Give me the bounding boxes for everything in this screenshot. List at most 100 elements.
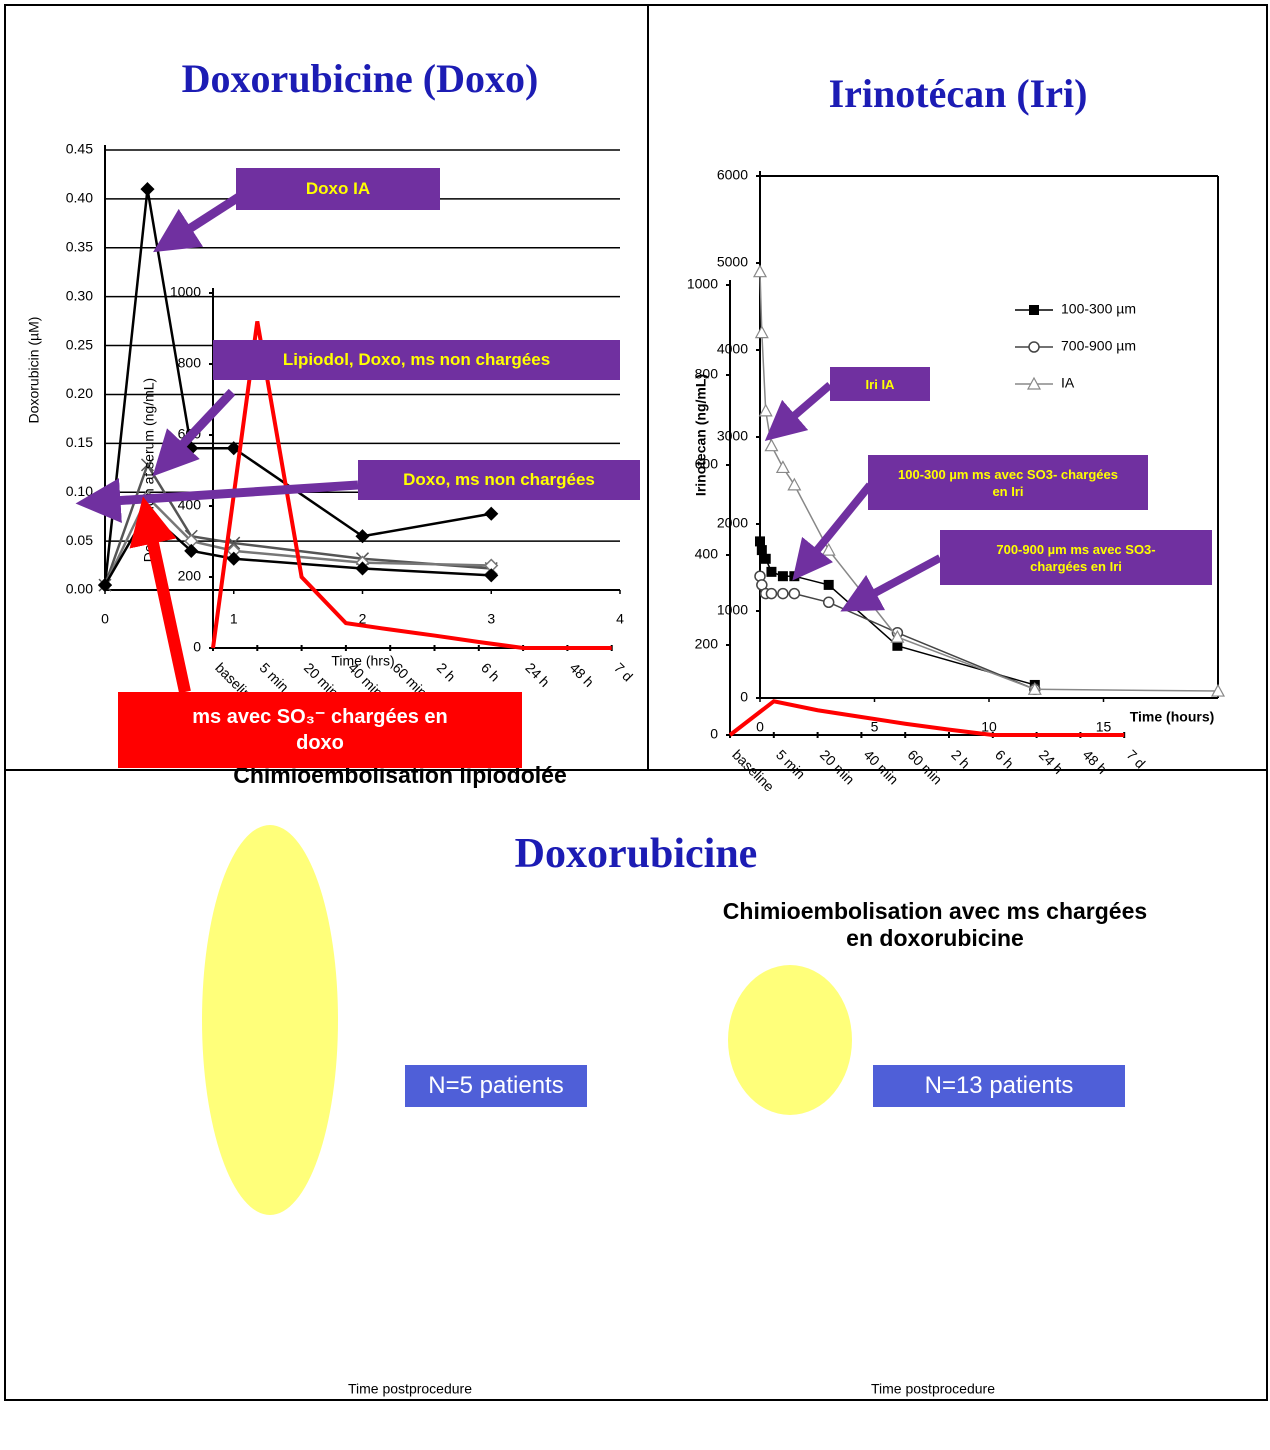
- x-tick-label: 5 min: [773, 746, 809, 782]
- x-tick-label: 6 h: [478, 659, 503, 684]
- y-tick-label: 1000: [717, 602, 748, 618]
- data-point: [755, 536, 765, 546]
- x-tick-label: 60 min: [904, 746, 945, 787]
- annotation: Doxo, ms non chargées: [358, 460, 640, 500]
- data-point: [141, 183, 153, 195]
- x-tick-label: 20 min: [817, 746, 858, 787]
- y-tick-label: 0.05: [66, 532, 93, 548]
- y-tick-label: 0.40: [66, 190, 93, 206]
- y-axis-label: Irinotecan (ng/mL): [693, 374, 709, 496]
- y-tick-label: 0: [710, 726, 718, 742]
- legend-marker: [1029, 305, 1039, 315]
- x-axis-label: Time (hours): [1130, 709, 1215, 725]
- data-point: [228, 553, 240, 565]
- legend-label: 100-300 µm: [1061, 301, 1136, 317]
- y-tick-label: 0.25: [66, 336, 93, 352]
- annotation: Iri IA: [830, 367, 930, 401]
- heading: Doxorubicine: [5, 830, 1267, 878]
- highlight: [202, 825, 338, 1215]
- data-point: [789, 571, 799, 581]
- annotation: 100-300 µm ms avec SO3- chargées en Iri: [868, 455, 1148, 510]
- y-tick-label: 0.45: [66, 141, 93, 157]
- data-point: [788, 479, 800, 490]
- y-tick-label: 0.20: [66, 385, 93, 401]
- data-point: [824, 597, 834, 607]
- data-point: [757, 545, 767, 555]
- data-point: [778, 571, 788, 581]
- y-tick-label: 0.00: [66, 581, 93, 597]
- x-tick-label: 1: [230, 611, 238, 627]
- x-tick-label: 5 min: [257, 659, 293, 695]
- x-tick-label: 2 h: [434, 659, 459, 684]
- data-point: [756, 327, 768, 338]
- y-tick-label: 800: [178, 355, 202, 371]
- x-tick-label: 40 min: [861, 746, 902, 787]
- data-point: [765, 440, 777, 451]
- arrow: [172, 193, 245, 240]
- x-tick-label: 7 d: [611, 659, 636, 684]
- annotation: N=13 patients: [873, 1065, 1125, 1107]
- annotation: Lipiodol, Doxo, ms non chargées: [213, 340, 620, 380]
- chart-title: Irinotécan (Iri): [650, 70, 1266, 117]
- arrow: [780, 385, 830, 428]
- y-tick-label: 0.10: [66, 483, 93, 499]
- data-point: [777, 461, 789, 472]
- arrow: [858, 558, 940, 602]
- x-tick-label: 24 h: [522, 659, 553, 690]
- data-line: [730, 701, 1124, 735]
- y-tick-label: 0.15: [66, 434, 93, 450]
- x-tick-label: 15: [1096, 719, 1112, 735]
- y-tick-label: 800: [695, 366, 719, 382]
- y-tick-label: 0.30: [66, 287, 93, 303]
- chart-title: Doxorubicine (Doxo): [40, 55, 680, 102]
- y-tick-label: 5000: [717, 254, 748, 270]
- y-tick-label: 0.35: [66, 238, 93, 254]
- x-tick-label: 0: [756, 719, 764, 735]
- x-axis-label: Time postprocedure: [348, 1381, 472, 1397]
- chart-title: Chimioembolisation avec ms chargées en d…: [710, 898, 1160, 952]
- legend-label: IA: [1061, 375, 1075, 391]
- y-axis-label: Doxorubicin (µM): [26, 317, 42, 424]
- data-point: [789, 589, 799, 599]
- x-tick-label: 7 d: [1123, 746, 1148, 771]
- data-point: [760, 405, 772, 416]
- y-tick-label: 200: [695, 636, 719, 652]
- y-tick-label: 200: [178, 568, 202, 584]
- legend-marker: [1029, 342, 1039, 352]
- data-point: [766, 567, 776, 577]
- data-point: [485, 508, 497, 520]
- annotation: N=5 patients: [405, 1065, 587, 1107]
- y-tick-label: 1000: [170, 284, 201, 300]
- y-tick-label: 4000: [717, 341, 748, 357]
- x-tick-label: 2 h: [948, 746, 973, 771]
- annotation: 700-900 µm ms avec SO3- chargées en Iri: [940, 530, 1212, 585]
- y-tick-label: 6000: [717, 167, 748, 183]
- highlight: [728, 965, 852, 1115]
- data-point: [824, 580, 834, 590]
- y-tick-label: 3000: [717, 428, 748, 444]
- data-point: [778, 589, 788, 599]
- data-point: [766, 589, 776, 599]
- x-tick-label: 6 h: [992, 746, 1017, 771]
- y-tick-label: 1000: [687, 276, 718, 292]
- arrow: [148, 520, 185, 692]
- page: 0.00 0.05 0.10 0.15 0.20 0.25 0.30 0.35 0.40 0.45…: [0, 0, 1270, 1450]
- x-tick-label: 4: [616, 611, 624, 627]
- y-tick-label: 0: [740, 689, 748, 705]
- annotation: Doxo IA: [236, 168, 440, 210]
- annotation: ms avec SO₃⁻ chargées en doxo: [118, 692, 522, 768]
- x-axis-label: Time postprocedure: [871, 1381, 995, 1397]
- x-tick-label: 24 h: [1036, 746, 1067, 777]
- y-tick-label: 400: [695, 546, 719, 562]
- y-tick-label: 600: [695, 456, 719, 472]
- x-tick-label: 48 h: [567, 659, 598, 690]
- x-tick-label: 3: [487, 611, 495, 627]
- data-point: [485, 569, 497, 581]
- legend-label: 700-900 µm: [1061, 338, 1136, 354]
- y-tick-label: 2000: [717, 515, 748, 531]
- data-point: [754, 266, 766, 277]
- y-tick-label: 0: [193, 639, 201, 655]
- data-point: [761, 554, 771, 564]
- x-tick-label: 0: [101, 611, 109, 627]
- x-tick-label: 48 h: [1080, 746, 1111, 777]
